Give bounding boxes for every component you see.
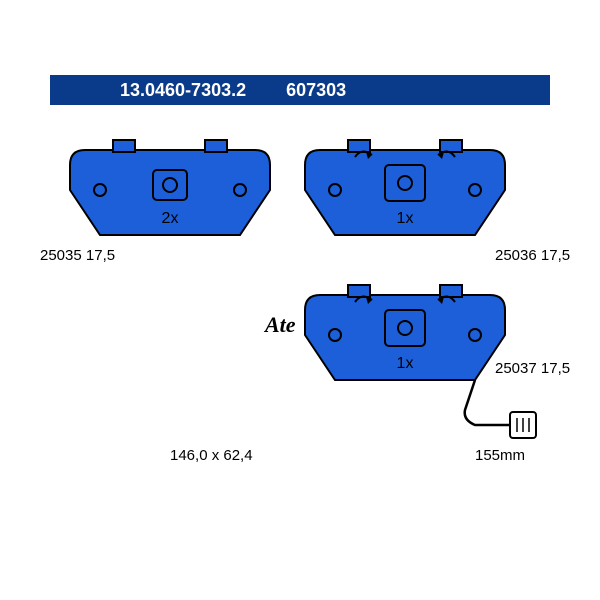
pad1-label: 25035 17,5 [40, 247, 115, 264]
part-number: 13.0460-7303.2 [120, 80, 246, 101]
brake-pad-2: 1x [300, 135, 510, 260]
pad3-label: 25037 17,5 [495, 360, 570, 377]
short-number: 607303 [286, 80, 346, 101]
diagram-container: 13.0460-7303.2 607303 2x 25035 17,5 [0, 0, 600, 600]
svg-text:1x: 1x [397, 355, 414, 372]
pad2-label: 25036 17,5 [495, 247, 570, 264]
pad1-qty: 2x [162, 210, 179, 227]
dimensions-label: 146,0 x 62,4 [170, 447, 253, 464]
svg-text:1x: 1x [397, 210, 414, 227]
sensor-length-label: 155mm [475, 447, 525, 464]
brand-logo: Ate [265, 312, 296, 338]
header-bar: 13.0460-7303.2 607303 [50, 75, 550, 105]
brake-pad-1: 2x [65, 135, 275, 260]
